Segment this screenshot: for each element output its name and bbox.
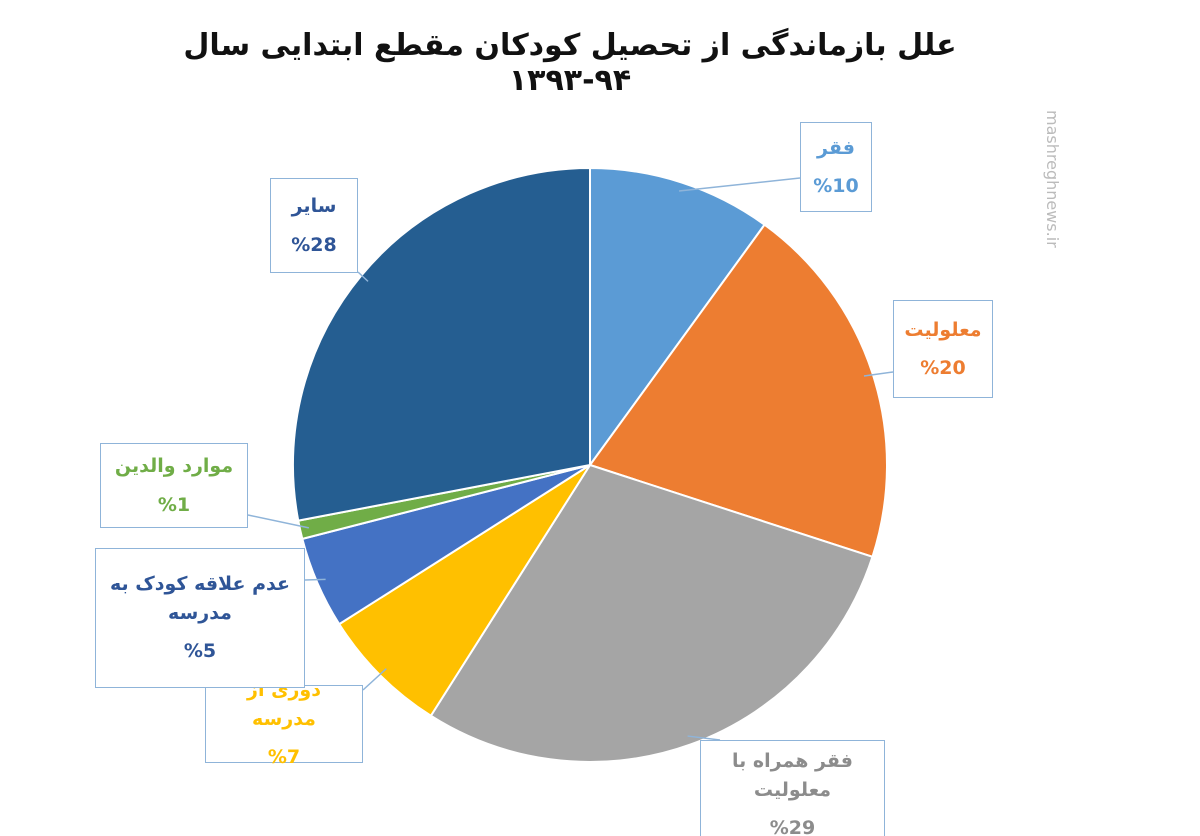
data-label-box: عدم علاقه کودک به مدرسه %5 xyxy=(95,548,305,688)
leader-line xyxy=(678,177,801,192)
pie-slice xyxy=(429,463,874,763)
chart-title: علل بازماندگی از تحصیل کودکان مقطع ابتدا… xyxy=(183,28,957,98)
pie-slice xyxy=(589,166,766,469)
data-label-box: سایر %28 xyxy=(270,178,358,273)
category-label: عدم علاقه کودک به مدرسه xyxy=(110,573,290,624)
value-label: %1 xyxy=(157,493,191,516)
value-label: %7 xyxy=(267,746,301,769)
data-label-box: دوری از مدرسه %7 xyxy=(205,679,363,768)
leader-line xyxy=(357,271,369,282)
value-label: %10 xyxy=(813,175,859,197)
watermark: mashreghnews.ir xyxy=(1043,110,1062,248)
value-label: %20 xyxy=(920,357,966,379)
data-label-box: معلولیت %20 xyxy=(893,300,993,398)
pie-slice xyxy=(588,223,888,559)
leader-line xyxy=(362,668,387,691)
value-label: %29 xyxy=(769,817,816,836)
leader-line xyxy=(863,371,894,377)
value-label: %5 xyxy=(183,640,217,663)
value-label: %28 xyxy=(291,233,337,256)
data-label-box: فقر %10 xyxy=(800,122,872,212)
leader-line xyxy=(247,514,310,529)
leader-line xyxy=(687,735,721,741)
category-label: فقر xyxy=(817,136,855,159)
category-label: معلولیت xyxy=(904,318,982,341)
category-label: سایر xyxy=(291,195,337,217)
category-label: موارد والدین xyxy=(114,455,234,477)
data-label-box: موارد والدین %1 xyxy=(100,443,248,528)
data-label-box: فقر همراه با معلولیت %29 xyxy=(700,740,885,836)
category-label: فقر همراه با معلولیت xyxy=(732,750,853,801)
leader-line xyxy=(304,578,326,581)
